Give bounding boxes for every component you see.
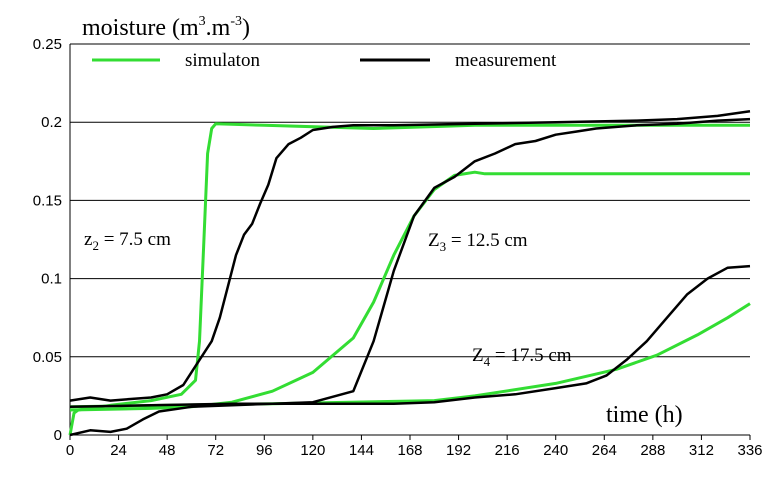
x-tick-label: 264 bbox=[592, 442, 617, 459]
x-tick-label: 240 bbox=[543, 442, 568, 459]
annotation-z4: Z4 = 17.5 cm bbox=[472, 345, 572, 369]
x-tick-label: 216 bbox=[495, 442, 520, 459]
y-tick-label: 0.2 bbox=[41, 114, 62, 131]
legend-label-simulation: simulaton bbox=[185, 50, 260, 71]
x-tick-label: 168 bbox=[397, 442, 422, 459]
x-axis-label: time (h) bbox=[606, 402, 683, 428]
y-tick-labels: 0 0.05 0.1 0.15 0.2 0.25 bbox=[33, 36, 62, 444]
x-tick-label: 288 bbox=[640, 442, 665, 459]
annotation-z2: z2 = 7.5 cm bbox=[84, 229, 171, 253]
y-tick-label: 0 bbox=[54, 427, 62, 444]
x-tick-label: 144 bbox=[349, 442, 374, 459]
x-tick-labels: 0 24 48 72 96 120 144 168 192 216 240 264 288 312 336 bbox=[66, 435, 763, 459]
y-tick-label: 0.25 bbox=[33, 36, 62, 53]
series-lines bbox=[68, 110, 751, 437]
x-tick-label: 120 bbox=[300, 442, 325, 459]
legend: simulaton measurement bbox=[92, 50, 557, 71]
legend-label-measurement: measurement bbox=[455, 50, 557, 71]
y-tick-label: 0.05 bbox=[33, 349, 62, 366]
x-tick-label: 312 bbox=[689, 442, 714, 459]
y-tick-label: 0.1 bbox=[41, 271, 62, 288]
y-axis-label: moisture (m3.m-3) bbox=[82, 14, 250, 41]
x-tick-label: 72 bbox=[207, 442, 224, 459]
series-line-measurement-4 bbox=[69, 117, 751, 437]
series-line-simulation-2 bbox=[69, 302, 751, 409]
x-tick-label: 0 bbox=[66, 442, 74, 459]
gridlines bbox=[70, 43, 750, 358]
series-line-measurement-5 bbox=[69, 264, 751, 409]
x-tick-label: 96 bbox=[256, 442, 273, 459]
x-tick-label: 48 bbox=[159, 442, 176, 459]
x-tick-label: 192 bbox=[446, 442, 471, 459]
series-line-measurement-3 bbox=[69, 110, 751, 402]
y-tick-label: 0.15 bbox=[33, 192, 62, 209]
x-tick-label: 24 bbox=[110, 442, 127, 459]
x-tick-label: 336 bbox=[737, 442, 762, 459]
annotation-z3: Z3 = 12.5 cm bbox=[428, 230, 528, 254]
